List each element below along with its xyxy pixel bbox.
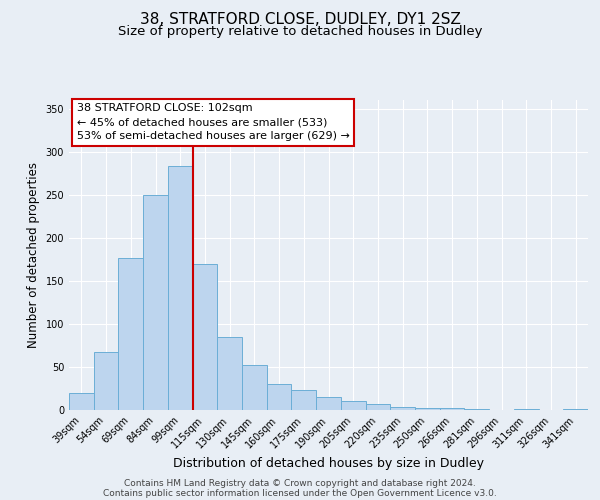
Text: 38, STRATFORD CLOSE, DUDLEY, DY1 2SZ: 38, STRATFORD CLOSE, DUDLEY, DY1 2SZ [140, 12, 460, 28]
Bar [464, 409, 489, 410]
Bar [341, 402, 365, 410]
Bar [217, 337, 242, 410]
Y-axis label: Number of detached properties: Number of detached properties [27, 162, 40, 348]
Text: Contains HM Land Registry data © Crown copyright and database right 2024.: Contains HM Land Registry data © Crown c… [124, 478, 476, 488]
Bar [94, 352, 118, 410]
Bar [365, 404, 390, 410]
Text: Size of property relative to detached houses in Dudley: Size of property relative to detached ho… [118, 25, 482, 38]
Bar [415, 408, 440, 410]
Bar [168, 166, 193, 410]
Text: 38 STRATFORD CLOSE: 102sqm
← 45% of detached houses are smaller (533)
53% of sem: 38 STRATFORD CLOSE: 102sqm ← 45% of deta… [77, 103, 350, 141]
Bar [292, 390, 316, 410]
Bar [69, 393, 94, 410]
Bar [316, 397, 341, 410]
Text: Contains public sector information licensed under the Open Government Licence v3: Contains public sector information licen… [103, 488, 497, 498]
Bar [390, 406, 415, 410]
X-axis label: Distribution of detached houses by size in Dudley: Distribution of detached houses by size … [173, 456, 484, 469]
Bar [514, 409, 539, 410]
Bar [440, 408, 464, 410]
Bar [143, 194, 168, 410]
Bar [118, 258, 143, 410]
Bar [563, 409, 588, 410]
Bar [242, 365, 267, 410]
Bar [193, 264, 217, 410]
Bar [267, 384, 292, 410]
